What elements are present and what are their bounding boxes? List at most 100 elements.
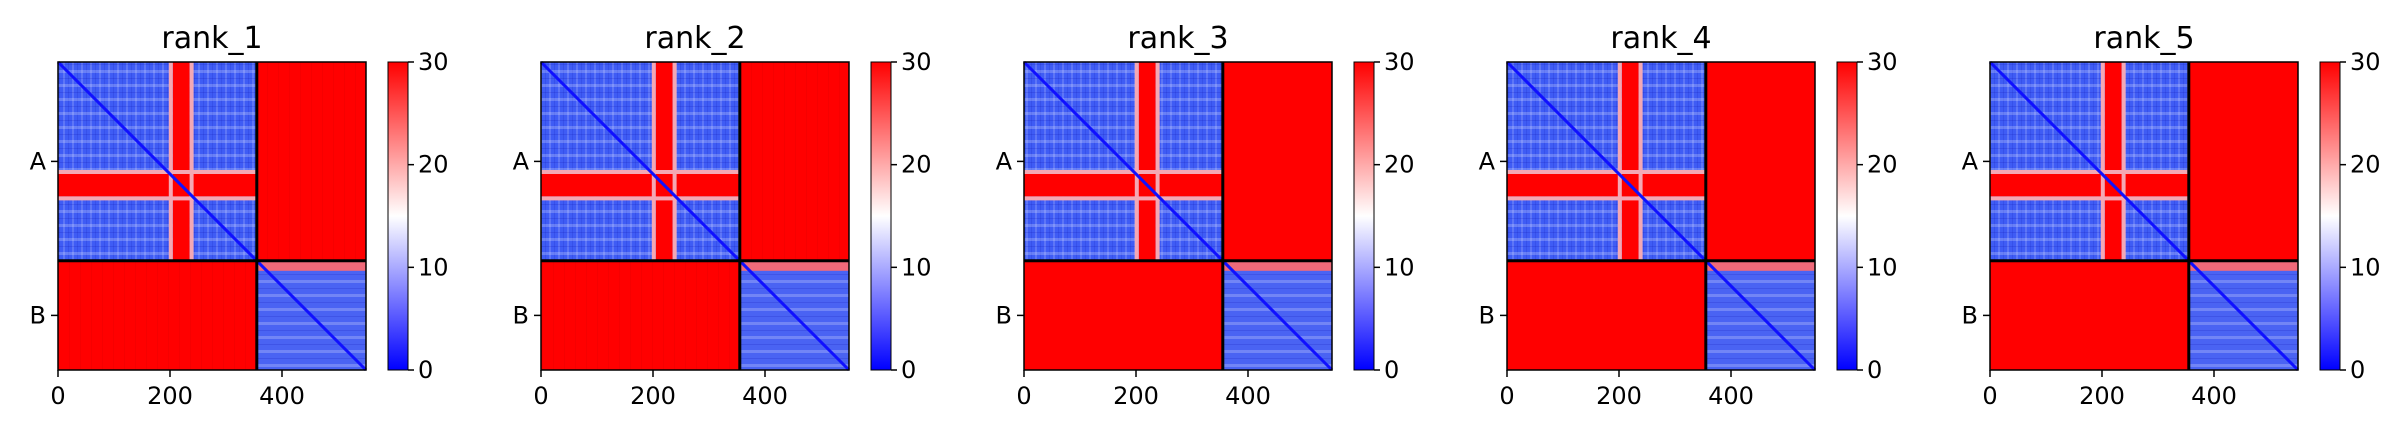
panel-title: rank_2 (644, 21, 745, 56)
band-edge (1507, 196, 1706, 201)
x-tick-label: 200 (1113, 382, 1159, 410)
band-edge (672, 62, 677, 261)
colorbar (2319, 61, 2341, 371)
high-error-band-horizontal (1990, 174, 2189, 197)
chain-label-A: A (996, 147, 1013, 175)
panel-title: rank_3 (1127, 21, 1228, 56)
band-edge (651, 62, 656, 261)
colorbar-tick-label: 30 (418, 48, 449, 76)
x-tick-label: 0 (1499, 382, 1514, 410)
panel-title: rank_5 (2093, 21, 2194, 56)
high-error-band-horizontal (541, 174, 740, 197)
diagonal-A (56, 60, 258, 262)
chain-label-B: B (996, 301, 1012, 329)
diagonal-B (255, 259, 368, 372)
colorbar-tick-label: 0 (1867, 356, 1882, 384)
colorbar-tick-label: 10 (1384, 253, 1415, 281)
x-tick-label: 400 (742, 382, 788, 410)
colorbar-tick-label: 20 (901, 151, 932, 179)
texture (739, 62, 849, 261)
colorbar-tick-label: 30 (901, 48, 932, 76)
x-tick-label: 0 (1016, 382, 1031, 410)
band-edge (1990, 196, 2189, 201)
diagonal-A (1505, 60, 1707, 262)
colorbar-tick-label: 20 (2350, 151, 2381, 179)
colorbar-tick-label: 10 (901, 253, 932, 281)
heatmap (56, 60, 368, 372)
high-error-band-horizontal (1507, 174, 1706, 197)
colorbar (387, 61, 409, 371)
colorbar-tick-label: 10 (1867, 253, 1898, 281)
chain-B-terminus (739, 260, 849, 271)
chain-label-A: A (1479, 147, 1496, 175)
chain-label-A: A (513, 147, 530, 175)
diagonal-A (1988, 60, 2190, 262)
inter-chain-block-AB (1705, 62, 1815, 261)
colorbar-tick-label: 0 (418, 356, 433, 384)
chain-B-terminus (1222, 260, 1332, 271)
high-error-band-vertical (1621, 62, 1639, 261)
texture (541, 260, 740, 370)
colorbar (1836, 61, 1858, 371)
band-edge (2100, 62, 2105, 261)
band-edge (58, 196, 257, 201)
chain-label-B: B (1479, 301, 1495, 329)
band-edge (541, 170, 740, 174)
colorbar-tick-label: 30 (2350, 48, 2381, 76)
chain-label-B: B (30, 301, 46, 329)
x-tick-label: 200 (630, 382, 676, 410)
band-edge (541, 196, 740, 201)
colorbar-tick-label: 30 (1867, 48, 1898, 76)
x-tick-label: 400 (1708, 382, 1754, 410)
panel-title: rank_1 (161, 21, 262, 56)
high-error-band-horizontal (1024, 174, 1223, 197)
band-edge (1155, 62, 1160, 261)
x-tick-label: 400 (259, 382, 305, 410)
x-tick-label: 200 (1596, 382, 1642, 410)
colorbar (870, 61, 892, 371)
band-edge (58, 170, 257, 174)
inter-chain-block-AB (1222, 62, 1332, 261)
inter-chain-block-BA (1507, 260, 1706, 370)
inter-chain-block-AB (2188, 62, 2298, 261)
chain-label-A: A (1962, 147, 1979, 175)
diagonal-A (539, 60, 741, 262)
diagonal-B (738, 259, 851, 372)
panel-rank_2: rank_2 0 200 400 A B 0 10 20 30 (513, 21, 932, 410)
colorbar-tick-label: 30 (1384, 48, 1415, 76)
colorbar-tick-label: 10 (2350, 253, 2381, 281)
band-edge (1617, 62, 1622, 261)
plot-frame (1023, 61, 1333, 371)
inter-chain-block-BA (1024, 260, 1223, 370)
band-edge (2121, 62, 2126, 261)
x-tick-label: 0 (533, 382, 548, 410)
band-edge (1990, 170, 2189, 174)
colorbar-tick-label: 20 (1384, 151, 1415, 179)
chain-B-terminus (2188, 260, 2298, 271)
inter-chain-block-BA (1990, 260, 2189, 370)
x-tick-label: 0 (1982, 382, 1997, 410)
colorbar-tick-label: 0 (1384, 356, 1399, 384)
texture (58, 260, 257, 370)
x-tick-label: 200 (147, 382, 193, 410)
panel-title: rank_4 (1610, 21, 1711, 56)
band-edge (1134, 62, 1139, 261)
plot-frame (540, 61, 850, 371)
colorbar-tick-label: 20 (1867, 151, 1898, 179)
band-edge (189, 62, 194, 261)
colorbar-tick-label: 10 (418, 253, 449, 281)
high-error-band-vertical (1138, 62, 1156, 261)
band-edge (1507, 170, 1706, 174)
high-error-band-vertical (655, 62, 673, 261)
x-tick-label: 200 (2079, 382, 2125, 410)
heatmap (1505, 60, 1817, 372)
high-error-band-horizontal (58, 174, 257, 197)
band-edge (168, 62, 173, 261)
high-error-band-vertical (172, 62, 190, 261)
texture (256, 62, 366, 261)
panel-rank_5: rank_5 0 200 400 A B 0 10 20 30 (1962, 21, 2381, 410)
chain-label-B: B (1962, 301, 1978, 329)
diagonal-B (2187, 259, 2300, 372)
colorbar-tick-label: 20 (418, 151, 449, 179)
